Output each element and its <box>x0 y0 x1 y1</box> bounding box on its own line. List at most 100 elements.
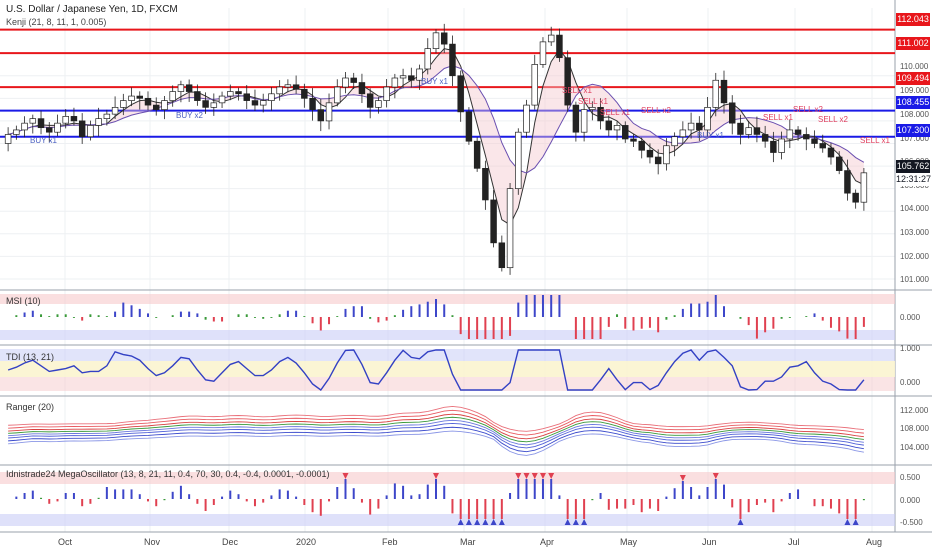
candle-body <box>334 86 341 104</box>
candle-body <box>835 156 843 171</box>
candle-body <box>408 75 415 81</box>
buy-signal-label: BUY x1 <box>421 77 448 86</box>
candle-body <box>177 84 185 92</box>
candle-body <box>844 170 851 194</box>
candle-body <box>383 86 390 101</box>
y-tick-label: 109.000 <box>900 86 929 95</box>
candle-body <box>218 95 226 104</box>
candle-body <box>202 100 209 108</box>
slow-ma-line <box>7 65 865 174</box>
level-tag: 109.494 <box>896 72 930 85</box>
x-tick-label: 2020 <box>296 537 317 547</box>
candle-body <box>284 84 292 88</box>
candle-body <box>399 75 407 79</box>
candle-body <box>194 91 201 101</box>
indicator-label: Kenji (21, 8, 11, 1, 0.005) <box>6 17 107 27</box>
ranger-pane-label: Ranger (20) <box>6 402 55 412</box>
y-tick-label: 107.000 <box>900 134 929 143</box>
sell-signal-label: SELL x2 <box>793 105 823 114</box>
candle-body <box>317 109 325 122</box>
candle-body <box>120 100 127 108</box>
mega-buy-marker <box>581 519 588 525</box>
candle-body <box>819 143 826 149</box>
candle-body <box>556 34 563 59</box>
ranger-tick: 112.000 <box>900 406 929 415</box>
candle-body <box>498 242 506 269</box>
candle-body <box>185 84 193 92</box>
candle-body <box>243 93 250 101</box>
candle-body <box>70 116 78 122</box>
candle-body <box>144 97 152 106</box>
candle-body <box>391 77 399 88</box>
mega-buy-marker <box>482 519 489 525</box>
candle-body <box>268 93 275 101</box>
x-tick-label: Oct <box>58 537 73 547</box>
chart-title: U.S. Dollar / Japanese Yen, 1D, FXCM <box>6 4 178 15</box>
candle-body <box>111 107 119 115</box>
mega-sell-marker <box>679 475 686 481</box>
ranger-band-line <box>8 419 864 446</box>
candle-body <box>457 75 464 113</box>
mega-buy-marker <box>498 519 505 525</box>
mega-upper-zone <box>0 472 895 484</box>
candle-body <box>564 57 571 106</box>
trend-band-fill <box>8 48 864 225</box>
candle-body <box>753 127 761 135</box>
candle-body <box>827 147 835 158</box>
ranger-band-line <box>8 409 864 436</box>
candle-body <box>572 104 580 133</box>
x-tick-label: Jul <box>788 537 800 547</box>
level-tag: 111.002 <box>896 37 930 50</box>
candle-body <box>597 107 604 122</box>
candle-body <box>696 122 703 131</box>
candle-body <box>852 192 859 203</box>
candle-body <box>761 134 769 142</box>
ranger-band-line <box>8 426 864 453</box>
candle-body <box>679 129 687 138</box>
candle-body <box>46 127 53 133</box>
x-tick-label: Feb <box>382 537 398 547</box>
x-tick-label: May <box>620 537 638 547</box>
candle-body <box>424 48 432 70</box>
mega-tick: 0.000 <box>900 496 921 505</box>
candle-body <box>622 125 629 140</box>
candle-body <box>4 134 12 144</box>
candle-body <box>638 140 645 151</box>
candle-body <box>169 91 176 101</box>
candle-body <box>794 129 802 135</box>
candle-body <box>811 138 818 144</box>
current-price-tag: 105.762 <box>896 160 930 173</box>
candle-body <box>778 138 785 153</box>
mega-buy-marker <box>844 519 851 525</box>
level-tag: 108.455 <box>896 96 930 109</box>
candle-body <box>473 140 481 169</box>
candle-body <box>803 134 810 140</box>
tdi-tick: 1.000 <box>900 344 921 353</box>
candle-body <box>523 104 530 133</box>
sell-signal-label: SELL x1 <box>860 136 890 145</box>
candle-body <box>342 77 349 88</box>
candle-body <box>136 95 144 99</box>
candle-body <box>292 84 300 90</box>
mega-buy-marker <box>852 519 859 525</box>
candle-body <box>737 122 744 135</box>
candle-body <box>21 122 28 131</box>
y-tick-label: 103.000 <box>900 228 929 237</box>
candle-body <box>375 100 382 108</box>
sell-signal-label: SELL x1 <box>562 86 592 95</box>
y-tick-label: 102.000 <box>900 252 929 261</box>
candle-body <box>580 109 588 133</box>
candle-body <box>78 120 86 138</box>
candle-body <box>309 97 316 110</box>
mega-buy-marker <box>572 519 579 525</box>
candle-body <box>152 104 160 110</box>
ranger-tick: 108.000 <box>900 424 929 433</box>
candle-body <box>87 125 94 138</box>
candle-body <box>687 122 695 131</box>
candle-body <box>350 77 357 83</box>
candle-body <box>482 167 489 201</box>
candle-body <box>589 107 596 110</box>
msi-histogram <box>0 294 895 340</box>
countdown-tag: 12:31:27 <box>896 173 932 186</box>
